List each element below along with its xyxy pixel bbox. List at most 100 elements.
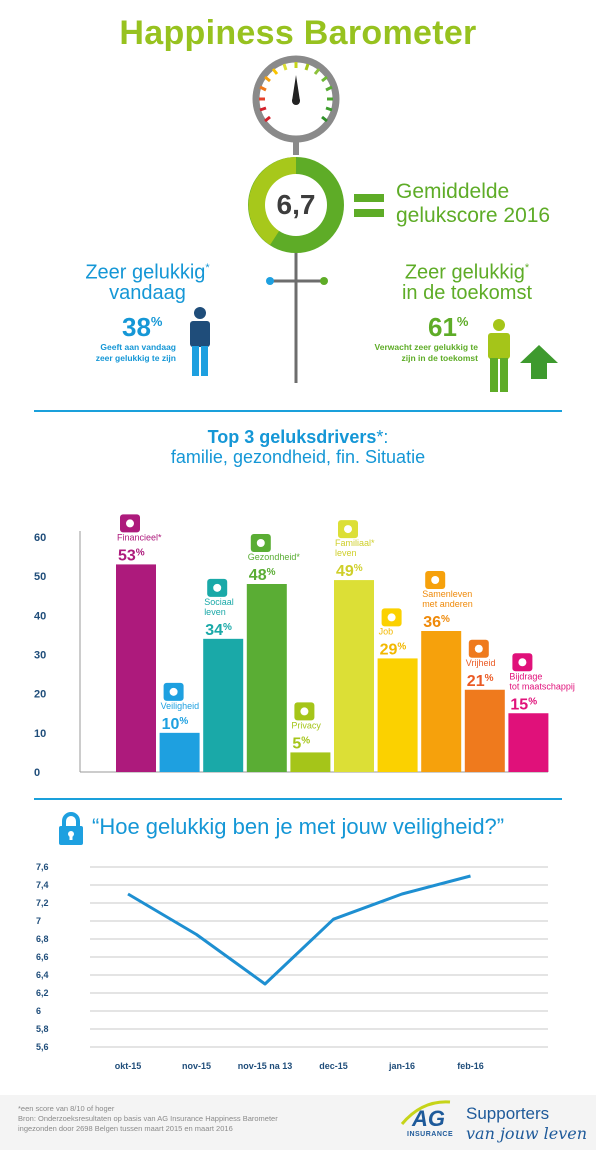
future-heading: Zeer gelukkig* in de toekomst: [372, 258, 562, 303]
lock-icon: [163, 682, 184, 701]
today-heading-line2: vandaag: [109, 281, 186, 304]
y-tick-label: 7,4: [36, 880, 49, 890]
divider: [34, 410, 562, 412]
bar: [290, 752, 331, 772]
y-tick-label: 30: [34, 650, 46, 662]
drivers-heading-star: *:: [376, 427, 389, 447]
bar: [508, 713, 549, 772]
bar-category-label: tot maatschappij: [509, 681, 575, 691]
ag-swoosh: [400, 1100, 451, 1125]
privacy-icon: [294, 702, 315, 721]
bar-value-label: 36%: [423, 614, 450, 631]
future-note: Verwacht zeer gelukkig te zijn in de toek…: [374, 342, 478, 363]
today-heading: Zeer gelukkig* vandaag: [60, 258, 235, 303]
y-tick-label: 6: [36, 1006, 41, 1016]
person-icon: [190, 307, 210, 376]
y-tick-label: 7,2: [36, 898, 49, 908]
bar: [246, 584, 287, 772]
line-chart: 5,6 5,8 6 6,2 6,4 6,6 6,8 7 7,2 7,4 7,6 okt-15 nov-1…: [36, 862, 548, 1071]
liberty-icon: [468, 639, 489, 658]
bar: [116, 564, 156, 772]
y-tick-label: 0: [34, 767, 40, 779]
y-tick-label: 5,8: [36, 1024, 49, 1034]
y-tick-label: 20: [34, 689, 46, 701]
arrow-up-icon: [520, 345, 558, 379]
handshake-icon: [512, 653, 533, 672]
question-title: “Hoe gelukkig ben je met jouw veiligheid…: [92, 814, 505, 839]
future-percent: 61%: [428, 312, 469, 342]
y-tick-label: 5,6: [36, 1042, 49, 1052]
bar-value-label: 53%: [118, 547, 145, 564]
bar: [377, 658, 418, 772]
bar-category-label: Gezondheid*: [248, 552, 301, 562]
score-label: Gemiddelde gelukscore 2016: [396, 180, 550, 228]
bar-category-label: Familiaal*: [335, 538, 375, 548]
today-note: Geeft aan vandaag zeer gelukkig te zijn: [95, 342, 176, 363]
y-tick-label: 6,4: [36, 970, 49, 980]
bar-category-label: leven: [204, 607, 226, 617]
euro-icon: [120, 514, 140, 533]
ag-logo-sub: INSURANCE: [407, 1131, 454, 1138]
lock-icon: [59, 812, 83, 845]
y-tick-label: 6,8: [36, 934, 49, 944]
bar-category-label: leven: [335, 548, 357, 558]
bar-category-label: met anderen: [422, 599, 473, 609]
bar-category-label: Sociaal: [204, 597, 234, 607]
y-tick-label: 60: [34, 532, 46, 544]
desk-icon: [381, 608, 402, 627]
footer-band: [0, 1095, 596, 1150]
x-tick-label: okt-15: [115, 1061, 142, 1071]
x-tick-label: feb-16: [457, 1061, 484, 1071]
y-tick-label: 10: [34, 728, 46, 740]
today-percent: 38%: [122, 312, 163, 342]
bar: [334, 580, 374, 772]
bar-value-label: 48%: [249, 567, 276, 584]
drivers-heading: Top 3 geluksdrivers*: familie, gezondhei…: [0, 427, 596, 467]
y-tick-label: 7,6: [36, 862, 49, 872]
house-icon: [338, 520, 358, 539]
y-tick-label: 40: [34, 610, 46, 622]
bar-category-label: Vrijheid: [466, 658, 496, 668]
footnote: *een score van 8/10 of hoger Bron: Onder…: [18, 1104, 278, 1133]
future-heading-line1: Zeer gelukkig: [404, 261, 525, 284]
divider: [34, 798, 562, 800]
bar: [421, 631, 462, 772]
bar-chart: 0 10 20 30 40 50 60 53% Financieel* 10% Veiligheid…: [34, 514, 575, 779]
bar-category-label: Bijdrage: [509, 671, 542, 681]
people-icon: [207, 578, 228, 597]
future-heading-line2: in de toekomst: [401, 281, 533, 304]
y-tick-label: 7: [36, 916, 41, 926]
bar-value-label: 21%: [467, 673, 494, 690]
happiness-gauge-graphic: [248, 55, 384, 383]
bar-value-label: 15%: [510, 696, 537, 713]
bar: [464, 689, 505, 772]
y-tick-label: 50: [34, 571, 46, 583]
bar: [203, 638, 244, 772]
medkit-icon: [250, 534, 271, 552]
bar: [159, 732, 200, 772]
bar-category-label: Veiligheid: [161, 701, 200, 711]
bar-value-label: 10%: [162, 716, 189, 733]
y-tick-label: 6,6: [36, 952, 49, 962]
series-line: [127, 874, 471, 986]
today-heading-line1: Zeer gelukkig: [85, 261, 206, 284]
today-heading-star: *: [205, 262, 210, 274]
x-tick-label: nov-15: [182, 1061, 211, 1071]
bar-category-label: Financieel*: [117, 532, 162, 542]
score-label-line2: gelukscore 2016: [396, 204, 551, 227]
person-future-icon: [488, 319, 510, 392]
bar-value-label: 49%: [336, 563, 363, 580]
drivers-heading-line1: Top 3 geluksdrivers: [207, 427, 377, 447]
bar-category-label: Privacy: [291, 720, 321, 730]
score-label-line1: Gemiddelde: [396, 180, 510, 203]
brand-tagline: Supporters van jouw leven: [466, 1104, 588, 1143]
drivers-heading-line2: familie, gezondheid, fin. Situatie: [170, 447, 426, 467]
y-tick-label: 6,2: [36, 988, 49, 998]
x-tick-label: dec-15: [319, 1061, 348, 1071]
bar-value-label: 34%: [205, 622, 232, 639]
bar-category-label: Samenleven: [422, 589, 472, 599]
x-tick-label: nov-15 na 13: [238, 1061, 293, 1071]
x-tick-label: jan-16: [388, 1061, 415, 1071]
future-heading-star: *: [524, 262, 530, 274]
group-icon: [425, 571, 446, 589]
